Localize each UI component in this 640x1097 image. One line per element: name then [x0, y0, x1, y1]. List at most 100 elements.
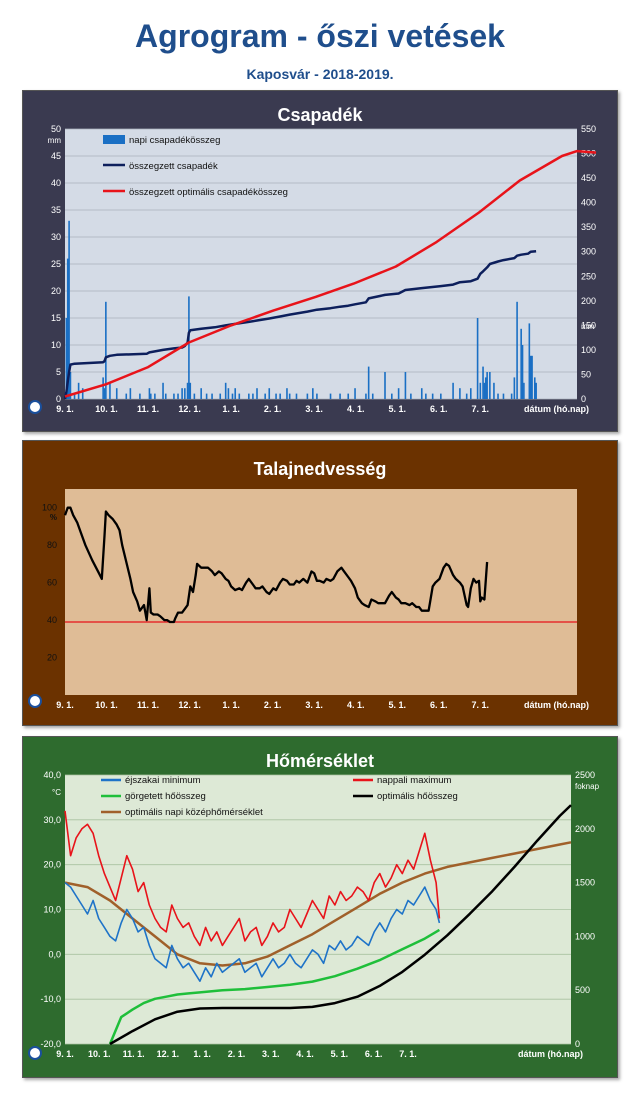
precip-bar: [103, 388, 106, 399]
precip-bar: [184, 388, 186, 399]
precip-bar: [286, 388, 288, 399]
x-tick-label: 6. 1.: [430, 700, 448, 710]
y-tick-label: 35: [51, 205, 61, 215]
precip-bar: [188, 296, 190, 399]
x-tick-label: 9. 1.: [56, 404, 74, 414]
chart-title: Hőmérséklet: [266, 751, 374, 771]
precip-bar: [268, 388, 271, 399]
precip-bar: [312, 388, 314, 399]
precip-bar: [476, 318, 479, 399]
legend-label: összegzett csapadék: [129, 161, 218, 172]
x-tick-label: 2. 1.: [264, 700, 282, 710]
y-tick-label: 60: [47, 578, 57, 588]
precip-bar: [149, 393, 152, 399]
legend-label: optimális napi középhőmérséklet: [125, 807, 263, 818]
precip-bar: [234, 388, 237, 399]
y-tick-label: 40: [47, 615, 57, 625]
x-tick-label: 5. 1.: [388, 404, 406, 414]
precip-bar: [489, 372, 491, 399]
legend-label: optimális hőösszeg: [377, 791, 458, 802]
plot-area: [65, 489, 577, 695]
y2-tick-label: 400: [581, 198, 596, 208]
precip-bar: [81, 388, 84, 399]
precip-bar: [105, 301, 107, 399]
y2-tick-label: 1500: [575, 878, 595, 888]
precip-bar: [181, 388, 183, 399]
legend-label: nappali maximum: [377, 775, 452, 786]
precip-bar: [162, 382, 164, 399]
precip-bar: [224, 382, 227, 399]
x-axis-label: dátum (hó.nap): [518, 1049, 583, 1059]
precip-bar: [256, 388, 258, 399]
x-tick-label: 7. 1.: [472, 404, 490, 414]
precip-bar: [238, 393, 241, 399]
y-tick-label: 15: [51, 313, 61, 323]
precip-bar: [482, 366, 484, 399]
precip-bar: [288, 393, 291, 399]
y2-tick-label: 500: [575, 985, 590, 995]
x-tick-label: 6. 1.: [430, 404, 448, 414]
precip-bar: [115, 388, 118, 399]
y-tick-label: 40,0: [43, 770, 61, 780]
precip-bar: [102, 377, 104, 399]
precip-bar: [339, 393, 341, 399]
legend-label: összegzett optimális csapadékösszeg: [129, 187, 288, 198]
y2-tick-label: 150: [581, 320, 596, 330]
precip-bar: [316, 393, 318, 399]
precip-bar: [486, 372, 488, 399]
precip-bar: [154, 393, 156, 399]
precip-bar: [252, 393, 254, 399]
page-title: Agrogram - őszi vetések: [135, 18, 505, 54]
x-tick-label: 10. 1.: [95, 404, 118, 414]
x-tick-label: 7. 1.: [472, 700, 490, 710]
precip-bar: [533, 377, 536, 399]
precip-bar: [371, 393, 374, 399]
precip-bar: [186, 382, 189, 399]
precip-bar: [521, 345, 524, 399]
omsz-logo-icon: [28, 1046, 42, 1060]
cumulative-precip-line: [63, 249, 537, 400]
x-tick-label: 10. 1.: [88, 1049, 111, 1059]
optimal-precip-line: [64, 149, 597, 398]
precip-bar: [347, 393, 350, 399]
legend-label: éjszakai minimum: [125, 775, 201, 786]
precip-bar: [193, 393, 196, 399]
y-tick-label: 0: [56, 394, 61, 404]
y2-tick-label: 2500: [575, 770, 595, 780]
precip-bar: [231, 393, 234, 399]
y-tick-label: 20: [47, 653, 57, 663]
x-tick-label: 11. 1.: [137, 404, 159, 414]
y-tick-label: 10: [51, 340, 61, 350]
x-tick-label: 11. 1.: [137, 700, 159, 710]
y2-tick-label: 0: [581, 394, 586, 404]
omsz-logo-icon: [28, 400, 42, 414]
precip-bar: [469, 388, 472, 399]
x-tick-label: 3. 1.: [305, 404, 323, 414]
temperature-chart: Hőmérséklet -20,0 -10,0 0,0 10,0 20,0 30,0 40,0…: [23, 737, 617, 1077]
precip-bar: [516, 301, 518, 399]
precip-bar: [306, 393, 309, 399]
precip-bar: [520, 328, 522, 399]
chart-title: Talajnedvesség: [254, 459, 387, 479]
precip-bar: [465, 393, 468, 399]
legend-swatch: [103, 135, 125, 144]
precip-bar: [425, 393, 427, 399]
x-tick-label: 4. 1.: [296, 1049, 314, 1059]
y-tick-label: 30: [51, 232, 61, 242]
precip-bar: [483, 382, 486, 399]
precip-bar: [264, 393, 266, 399]
precip-bar: [497, 393, 499, 399]
x-tick-label: 9. 1.: [56, 1049, 74, 1059]
precip-bar: [139, 393, 141, 399]
x-tick-label: 2. 1.: [228, 1049, 246, 1059]
precip-bar: [295, 393, 298, 399]
soil-moisture-panel: Talajnedvesség 20 40 60 80 100% 9. 1. 10. 1. 11.…: [22, 440, 618, 726]
precip-bar: [397, 388, 400, 399]
precip-bar: [173, 393, 175, 399]
precipitation-panel: Csapadék 0 5 10 15 20 25 30 35 40 45 50 0 50 100 150 200…: [22, 90, 618, 432]
precip-bar: [65, 318, 68, 399]
x-tick-label: 1. 1.: [222, 700, 240, 710]
precip-bar: [484, 377, 487, 399]
precip-bar: [384, 372, 386, 399]
y2-tick-label: 250: [581, 271, 596, 281]
